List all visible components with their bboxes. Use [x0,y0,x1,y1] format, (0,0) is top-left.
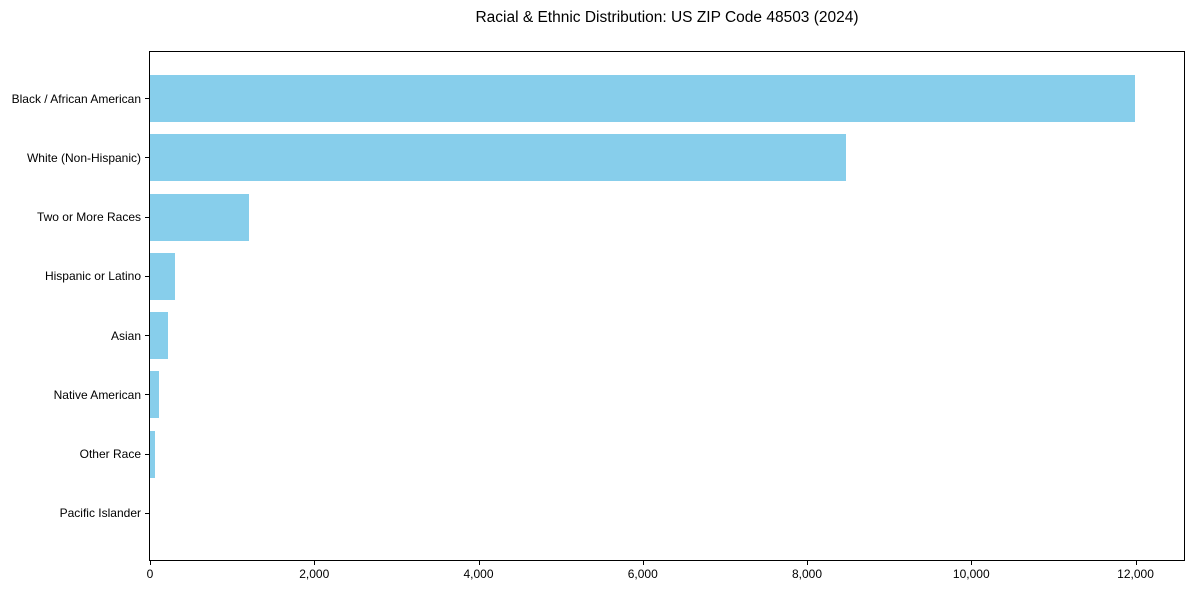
y-tick-mark [145,216,149,218]
category-label: Asian [110,328,141,343]
x-tick-mark [150,561,151,565]
category-label: White (Non-Hispanic) [26,150,141,165]
x-tick-label: 0 [146,567,154,581]
bar-row: White (Non-Hispanic) [27,128,1184,187]
category-label: Other Race [79,447,141,462]
x-tick-mark [807,561,809,565]
chart-title: Racial & Ethnic Distribution: US ZIP Cod… [475,9,859,26]
x-tick-mark [478,561,480,565]
x-tick-label: 10,000 [952,567,990,581]
x-tick-label: 4,000 [463,567,494,581]
category-label: Two or More Races [36,210,141,225]
y-tick-mark [145,394,149,396]
x-tick-label: 6,000 [627,567,658,581]
y-tick-mark [145,512,149,514]
x-tick-mark [314,561,316,565]
bar [150,75,1135,123]
bar-row: Pacific Islander [60,484,1184,543]
bar-row: Hispanic or Latino [45,247,1184,306]
bar [150,430,155,478]
x-tick-mark [1135,561,1137,565]
bar [150,252,176,300]
bar-row: Black / African American [12,69,1184,128]
bar-rows: Black / African American White (Non-Hispa… [12,52,1184,560]
category-label: Hispanic or Latino [44,269,141,284]
bar-row: Other Race [80,425,1184,484]
y-tick-mark [145,453,149,455]
x-tick-label: 2,000 [299,567,330,581]
plot-area: Black / African American White (Non-Hispa… [12,51,1185,581]
x-tick-label: 8,000 [792,567,823,581]
y-tick-mark [145,157,149,159]
bar [150,134,846,182]
bar-row: Native American [54,365,1184,424]
bar [150,312,168,360]
x-tick-mark [642,561,644,565]
category-label: Native American [53,387,141,402]
y-tick-mark [145,98,149,100]
y-tick-mark [145,335,149,337]
x-tick-mark [971,561,973,565]
bar-row: Two or More Races [37,188,1184,247]
category-label: Black / African American [11,91,141,106]
bar [150,193,249,241]
category-label: Pacific Islander [59,506,141,521]
y-tick-mark [145,275,149,277]
bar-row: Asian [111,306,1184,365]
x-tick-label: 12,000 [1117,567,1154,581]
bar [150,371,159,419]
